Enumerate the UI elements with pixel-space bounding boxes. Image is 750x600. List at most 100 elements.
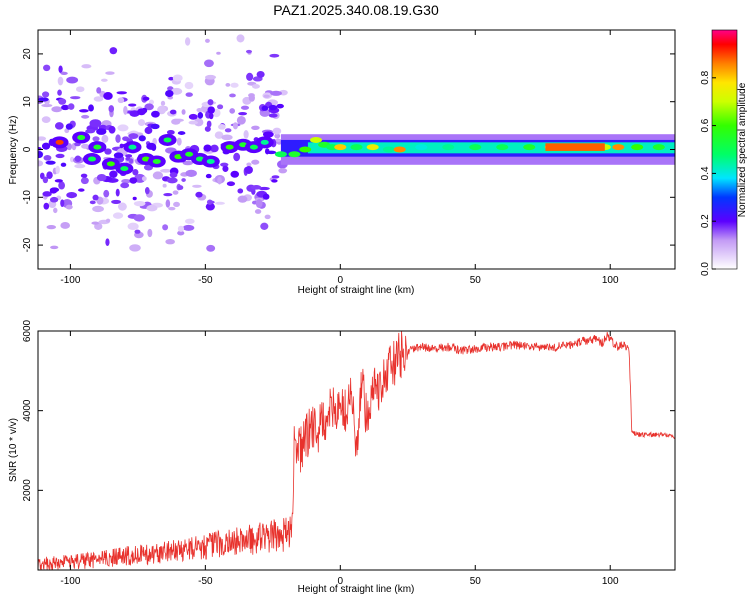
spectrogram-speckle-49	[229, 108, 236, 114]
spectrogram-speckle-44	[192, 184, 202, 188]
spectrogram-speckle-38	[160, 100, 166, 106]
snr-x-tick-label-1: -50	[198, 576, 213, 587]
spectrogram-ridge-7	[350, 144, 363, 151]
spectrogram-speckle-154	[43, 155, 52, 161]
snr-frame	[37, 330, 676, 571]
spectrogram-speckle-21	[117, 124, 129, 132]
spectrogram-speckle-250	[157, 105, 167, 115]
spectrogram-blob-core-4	[106, 161, 115, 167]
spectrogram-speckle-252	[43, 64, 51, 72]
spectrogram-speckle-162	[217, 104, 224, 110]
spectrogram-speckle-198	[92, 205, 104, 213]
spectrogram-speckle-82	[195, 191, 203, 198]
spectrogram-speckle-214	[237, 195, 248, 203]
spectrogram-blob-core-17	[260, 139, 269, 145]
spectrogram-speckle-119	[105, 218, 111, 223]
spectrogram-patch-359	[42, 191, 52, 197]
spectrogram-patch-313	[262, 193, 270, 200]
snr-panel: -100 -50 0 50 100 2000 4000 6000 Height of str…	[8, 319, 676, 595]
spectrogram-speckle-182	[168, 76, 175, 81]
spectrogram-patch-329	[177, 131, 186, 135]
spectrogram-patch-330	[120, 182, 130, 189]
spectrogram-patch-296	[88, 104, 94, 112]
snr-x-tick-label-3: 50	[470, 576, 482, 587]
spectrogram-patch-294	[132, 196, 137, 201]
spectrogram-patch-289	[41, 142, 51, 150]
spectrogram-speckle-114	[81, 64, 92, 69]
spectrogram-patch-348	[166, 177, 178, 184]
spectrogram-speckle-164	[65, 204, 73, 210]
spectrogram-speckle-163	[127, 222, 139, 231]
spectrogram-patch-265	[78, 188, 85, 192]
spectrogram-speckle-85	[143, 164, 154, 171]
spectrogram-ridge-6	[334, 144, 347, 151]
spectrogram-speckle-183	[215, 201, 225, 205]
spectrogram-speckle-232	[103, 189, 110, 198]
spectrogram-speckle-18	[229, 93, 236, 98]
spectrogram-speckle-192	[134, 229, 141, 234]
spectrogram-ridge-21	[631, 144, 644, 151]
spectrogram-speckle-75	[274, 133, 281, 139]
spectrogram-blob-core-1	[77, 135, 86, 141]
spectrogram-patch-334	[220, 162, 229, 167]
spectrogram-ridge-1	[288, 151, 301, 158]
colorbar: 0.0 0.2 0.4 0.6 0.8 Normalized spectral ampl…	[700, 29, 748, 276]
spectrogram-speckle-152	[92, 136, 100, 142]
spectrogram-patch-339	[226, 181, 236, 187]
snr-series-line	[38, 331, 675, 570]
spectrogram-patch-279	[49, 196, 59, 203]
snr-y-tick-label-1: 4000	[22, 399, 33, 422]
spectrogram-speckle-195	[246, 72, 254, 81]
spectrogram-patch-290	[38, 151, 44, 158]
spectrogram-patch-372	[92, 194, 99, 201]
spectrogram-speckle-123	[181, 109, 186, 115]
spectrogram-x-tick-label-0: -100	[60, 275, 80, 286]
spectrogram-patch-288	[188, 113, 198, 120]
spectrogram-speckle-117	[112, 212, 124, 219]
snr-y-ticks: 2000 4000 6000	[22, 319, 675, 501]
spectrogram-speckle-156	[162, 224, 169, 231]
spectrogram-speckle-98	[260, 222, 269, 230]
colorbar-gradient	[711, 29, 738, 270]
spectrogram-patch-354	[144, 187, 150, 195]
spectrogram-speckle-101	[121, 178, 131, 184]
spectrogram-speckle-155	[58, 65, 63, 74]
spectrogram-speckle-23	[236, 116, 246, 125]
spectrogram-speckle-235	[184, 37, 191, 46]
spectrogram-patch-364	[137, 108, 146, 116]
spectrogram-speckle-148	[117, 202, 127, 211]
spectrogram-speckle-142	[278, 167, 288, 174]
spectrogram-speckle-243	[230, 82, 239, 88]
spectrogram-speckle-99	[269, 53, 280, 58]
spectrogram-blob-core-16	[249, 144, 258, 150]
spectrogram-speckle-108	[165, 199, 171, 208]
spectrogram-speckle-83	[115, 134, 121, 143]
colorbar-tick-label-0: 0.0	[700, 262, 711, 276]
spectrogram-speckle-202	[248, 94, 255, 102]
spectrogram-speckle-244	[206, 244, 216, 252]
spectrogram-speckle-40	[74, 164, 86, 169]
spectrogram-y-tick-label-4: 20	[22, 48, 33, 60]
spectrogram-patch-338	[268, 104, 278, 111]
spectrogram-patch-317	[208, 112, 214, 120]
spectrogram-speckle-103	[184, 81, 194, 90]
spectrogram-speckle-131	[117, 97, 125, 104]
spectrogram-ridge-20	[612, 144, 625, 151]
spectrogram-patch-261	[109, 170, 118, 178]
spectrogram-patch-316	[237, 188, 244, 194]
spectrogram-speckle-253	[101, 134, 109, 143]
spectrogram-patch-337	[89, 200, 96, 205]
snr-x-ticks: -100 -50 0 50 100	[60, 331, 619, 587]
spectrogram-speckle-71	[270, 90, 282, 96]
spectrogram-speckle-204	[170, 87, 183, 95]
spectrogram-patch-370	[74, 155, 82, 162]
snr-x-tick-label-0: -100	[60, 576, 80, 587]
spectrogram-speckle-222	[218, 124, 226, 130]
colorbar-tick-label-4: 0.8	[700, 70, 711, 84]
spectrogram-patch-347	[129, 110, 140, 117]
spectrogram-speckle-136	[255, 199, 263, 208]
spectrogram-speckle-201	[163, 192, 173, 197]
spectrogram-speckle-19	[225, 82, 231, 87]
spectrogram-speckle-140	[251, 159, 260, 165]
